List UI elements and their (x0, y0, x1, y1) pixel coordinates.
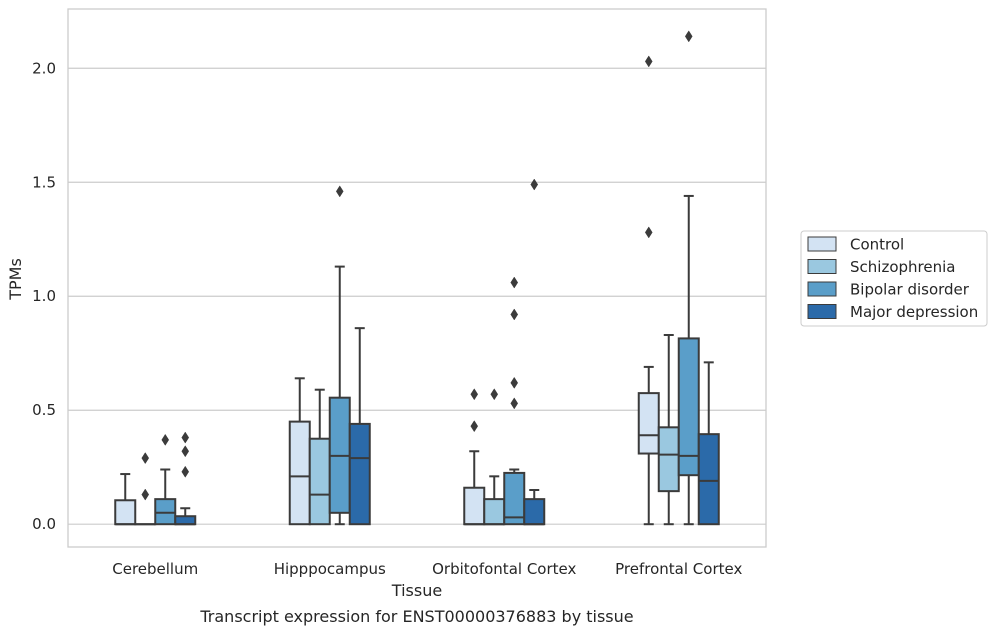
legend-swatch (807, 304, 837, 319)
y-tick-label: 0.0 (32, 515, 56, 533)
y-tick-label: 1.5 (32, 173, 56, 191)
box-bipolar-disorder (328, 185, 351, 526)
outlier-point (181, 445, 190, 458)
outlier-point (510, 376, 519, 389)
plot-frame (67, 8, 767, 548)
outlier-point (470, 388, 479, 401)
box-major-depression (174, 431, 197, 526)
box-body (288, 420, 311, 526)
x-tick-label: Cerebellum (112, 560, 198, 578)
legend-swatch (807, 281, 837, 297)
box-control (463, 388, 486, 526)
box-major-depression (348, 327, 371, 526)
legend-label: Schizophrenia (850, 258, 955, 276)
x-tick-label: Hipppocampus (274, 560, 386, 578)
outlier-point (684, 30, 693, 43)
box-body (657, 426, 680, 493)
box-groups (114, 30, 720, 526)
y-tick-label: 1.0 (32, 287, 56, 305)
x-tick-label: Orbitofontal Cortex (432, 560, 576, 578)
outlier-point (510, 397, 519, 410)
box-body (174, 515, 197, 526)
box-control (114, 473, 137, 526)
outlier-point (470, 420, 479, 433)
box-body (308, 437, 331, 526)
outlier-point (181, 465, 190, 478)
box-body (637, 392, 660, 455)
box-schizophrenia (657, 333, 680, 526)
box-body (348, 422, 371, 526)
outlier-point (490, 388, 499, 401)
outlier-point (161, 433, 170, 446)
x-tick-label: Prefrontal Cortex (615, 560, 742, 578)
legend: Control Schizophrenia Bipolar disorder Majo… (800, 230, 988, 327)
box-body (463, 486, 486, 526)
legend-swatch (807, 259, 837, 274)
box-control (288, 377, 311, 526)
box-body (114, 499, 137, 526)
y-tick-label: 0.5 (32, 401, 56, 419)
outlier-point (141, 452, 150, 465)
box-schizophrenia (134, 452, 157, 526)
box-body (697, 433, 720, 526)
outlier-point (510, 308, 519, 321)
legend-label: Bipolar disorder (850, 281, 970, 299)
outlier-point (510, 276, 519, 289)
box-schizophrenia (483, 388, 506, 526)
box-body (483, 498, 506, 526)
box-body (154, 498, 177, 526)
outlier-point (644, 226, 653, 239)
outlier-point (181, 431, 190, 444)
outlier-point (644, 55, 653, 68)
figure-caption: Transcript expression for ENST0000037688… (199, 607, 633, 626)
outlier-point (141, 488, 150, 501)
x-tick-labels: Cerebellum Hipppocampus Orbitofontal Corte… (112, 560, 742, 578)
box-major-depression (697, 361, 720, 526)
legend-label: Control (850, 236, 904, 254)
outlier-point (335, 185, 344, 198)
outlier-point (530, 178, 539, 191)
x-axis-label: Tissue (391, 581, 442, 600)
box-bipolar-disorder (154, 433, 177, 526)
box-body (523, 498, 546, 526)
legend-frame (800, 230, 988, 327)
box-bipolar-disorder (677, 30, 700, 526)
y-axis-label: TPMs (6, 258, 25, 301)
y-tick-labels: 0.0 0.5 1.0 1.5 2.0 (32, 59, 56, 533)
legend-swatch (807, 236, 837, 252)
legend-label: Major depression (850, 303, 978, 321)
y-tick-label: 2.0 (32, 59, 56, 77)
box-control (637, 55, 660, 526)
box-schizophrenia (308, 388, 331, 526)
box-bipolar-disorder (503, 276, 526, 526)
box-major-depression (523, 178, 546, 526)
box-body (677, 337, 700, 477)
